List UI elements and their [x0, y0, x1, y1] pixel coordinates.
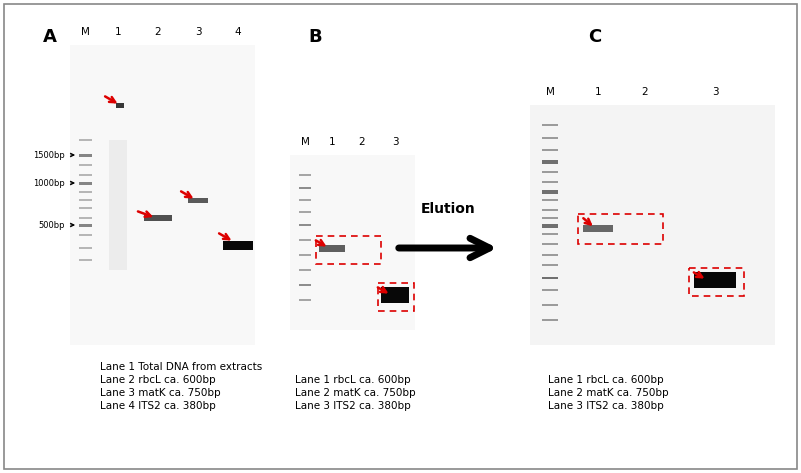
- Bar: [542, 149, 558, 151]
- Bar: [542, 277, 558, 279]
- Text: A: A: [43, 28, 57, 46]
- Bar: [78, 164, 91, 166]
- Bar: [542, 199, 558, 201]
- Text: Lane 3 matK ca. 750bp: Lane 3 matK ca. 750bp: [100, 388, 220, 398]
- Text: 500bp: 500bp: [38, 220, 65, 229]
- Bar: [542, 264, 558, 266]
- Bar: [542, 181, 558, 183]
- Text: 1500bp: 1500bp: [34, 150, 65, 159]
- Bar: [542, 304, 558, 306]
- Bar: [381, 287, 409, 303]
- Text: M: M: [300, 137, 309, 147]
- Bar: [78, 174, 91, 176]
- Text: Lane 3 ITS2 ca. 380bp: Lane 3 ITS2 ca. 380bp: [548, 401, 664, 411]
- Bar: [583, 225, 613, 231]
- Bar: [78, 247, 91, 249]
- Bar: [78, 234, 91, 236]
- Bar: [78, 199, 91, 201]
- Bar: [299, 187, 311, 189]
- Text: 1: 1: [115, 27, 121, 37]
- Bar: [116, 103, 124, 107]
- Bar: [78, 217, 91, 219]
- Bar: [299, 224, 311, 226]
- Text: C: C: [589, 28, 602, 46]
- Bar: [78, 259, 91, 261]
- Bar: [78, 182, 91, 184]
- Text: Elution: Elution: [421, 202, 475, 216]
- Bar: [109, 140, 127, 270]
- Bar: [530, 105, 775, 345]
- Bar: [299, 199, 311, 201]
- Text: 2: 2: [359, 137, 365, 147]
- Bar: [188, 198, 208, 202]
- Text: 1: 1: [594, 87, 602, 97]
- Text: Lane 1 rbcL ca. 600bp: Lane 1 rbcL ca. 600bp: [548, 375, 663, 385]
- Text: 1000bp: 1000bp: [34, 178, 65, 187]
- Text: M: M: [545, 87, 554, 97]
- Bar: [299, 239, 311, 241]
- Bar: [689, 268, 744, 296]
- Text: 1: 1: [328, 137, 336, 147]
- Bar: [542, 233, 558, 235]
- Text: Lane 1 Total DNA from extracts: Lane 1 Total DNA from extracts: [100, 362, 262, 372]
- Bar: [542, 217, 558, 219]
- Bar: [299, 299, 311, 301]
- Text: B: B: [308, 28, 322, 46]
- Text: Lane 1 rbcL ca. 600bp: Lane 1 rbcL ca. 600bp: [295, 375, 411, 385]
- Text: Lane 4 ITS2 ca. 380bp: Lane 4 ITS2 ca. 380bp: [100, 401, 215, 411]
- Bar: [299, 269, 311, 271]
- Bar: [78, 191, 91, 193]
- Bar: [378, 283, 414, 311]
- Bar: [70, 45, 255, 345]
- Bar: [223, 240, 253, 249]
- Text: Lane 2 matK ca. 750bp: Lane 2 matK ca. 750bp: [548, 388, 669, 398]
- Bar: [542, 254, 558, 256]
- Bar: [542, 289, 558, 291]
- Bar: [542, 319, 558, 321]
- Text: 3: 3: [392, 137, 398, 147]
- Bar: [542, 224, 558, 228]
- Bar: [542, 124, 558, 126]
- Text: 2: 2: [642, 87, 648, 97]
- Text: Lane 3 ITS2 ca. 380bp: Lane 3 ITS2 ca. 380bp: [295, 401, 411, 411]
- Bar: [78, 224, 91, 227]
- Bar: [78, 154, 91, 157]
- Bar: [542, 137, 558, 139]
- Bar: [299, 211, 311, 213]
- Text: 4: 4: [235, 27, 241, 37]
- Bar: [319, 245, 345, 252]
- Bar: [299, 284, 311, 286]
- Text: M: M: [81, 27, 90, 37]
- Bar: [542, 171, 558, 173]
- Bar: [542, 160, 558, 164]
- Bar: [542, 243, 558, 245]
- Bar: [578, 214, 663, 244]
- Text: 2: 2: [155, 27, 161, 37]
- Bar: [316, 236, 381, 264]
- Bar: [542, 209, 558, 211]
- Text: Lane 2 matK ca. 750bp: Lane 2 matK ca. 750bp: [295, 388, 416, 398]
- Bar: [78, 207, 91, 209]
- Bar: [78, 139, 91, 141]
- Text: 3: 3: [711, 87, 718, 97]
- Bar: [694, 272, 736, 288]
- Text: 3: 3: [195, 27, 201, 37]
- Bar: [299, 254, 311, 256]
- Text: Lane 2 rbcL ca. 600bp: Lane 2 rbcL ca. 600bp: [100, 375, 215, 385]
- Bar: [290, 155, 415, 330]
- Bar: [542, 190, 558, 194]
- Bar: [299, 174, 311, 176]
- Bar: [144, 215, 172, 221]
